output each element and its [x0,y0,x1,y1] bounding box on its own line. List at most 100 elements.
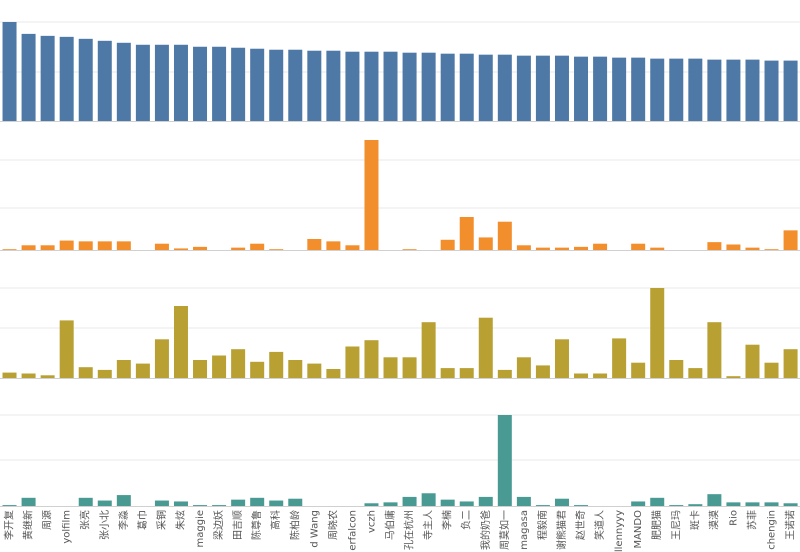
bar-series-4-11[interactable] [212,505,227,506]
bar-series-4-13[interactable] [250,497,265,506]
bar-series-4-30[interactable] [574,505,589,506]
bar-series-1-2[interactable] [40,35,55,121]
bar-series-3-3[interactable] [59,320,74,378]
bar-series-4-0[interactable] [2,505,17,506]
bar-series-1-24[interactable] [459,53,474,121]
bar-series-1-20[interactable] [383,51,398,122]
bar-series-1-9[interactable] [173,44,188,121]
bar-series-2-40[interactable] [764,249,779,250]
bar-series-4-27[interactable] [516,496,531,506]
bar-series-4-4[interactable] [78,497,93,506]
bar-series-2-21[interactable] [402,249,417,250]
bar-series-1-31[interactable] [593,56,608,121]
bar-series-3-28[interactable] [535,365,550,378]
bar-series-1-4[interactable] [78,38,93,121]
bar-series-2-39[interactable] [745,247,760,250]
bar-series-2-6[interactable] [116,241,131,250]
bar-series-1-10[interactable] [193,46,208,121]
bar-series-3-23[interactable] [440,368,455,378]
bar-series-2-18[interactable] [345,245,360,250]
bar-series-3-2[interactable] [40,375,55,378]
bar-series-3-25[interactable] [478,317,493,378]
bar-series-2-16[interactable] [307,239,322,250]
bar-series-1-27[interactable] [516,55,531,121]
bar-series-4-9[interactable] [173,501,188,506]
bar-series-1-33[interactable] [631,57,646,121]
bar-series-4-19[interactable] [364,503,379,506]
bar-series-3-37[interactable] [707,322,722,378]
bar-series-3-17[interactable] [326,369,341,378]
bar-series-1-1[interactable] [21,33,36,121]
bar-series-2-31[interactable] [593,243,608,250]
bar-series-4-29[interactable] [554,498,569,506]
bar-series-4-36[interactable] [688,504,703,506]
bar-series-4-33[interactable] [631,501,646,506]
bar-series-1-35[interactable] [669,58,684,121]
bar-series-3-19[interactable] [364,340,379,378]
bar-series-2-13[interactable] [250,243,265,250]
bar-series-3-39[interactable] [745,344,760,378]
bar-series-2-4[interactable] [78,241,93,250]
bar-series-4-8[interactable] [154,500,169,506]
bar-series-1-23[interactable] [440,53,455,121]
bar-series-4-14[interactable] [269,500,284,506]
bar-series-2-28[interactable] [535,247,550,250]
bar-series-1-21[interactable] [402,52,417,121]
bar-series-1-32[interactable] [612,57,627,121]
bar-series-3-27[interactable] [516,357,531,378]
bar-series-3-31[interactable] [593,373,608,379]
bar-series-3-26[interactable] [497,369,512,378]
bar-series-4-12[interactable] [231,499,246,506]
bar-series-2-29[interactable] [554,247,569,250]
bar-series-4-35[interactable] [669,505,684,506]
bar-series-1-6[interactable] [116,42,131,121]
bar-series-1-38[interactable] [726,59,741,121]
bar-series-1-12[interactable] [231,47,246,121]
bar-series-4-23[interactable] [440,499,455,506]
bar-series-2-10[interactable] [193,246,208,250]
bar-series-1-13[interactable] [250,48,265,122]
bar-series-2-33[interactable] [631,243,646,250]
bar-series-1-0[interactable] [2,22,17,121]
bar-series-3-33[interactable] [631,362,646,378]
bar-series-3-21[interactable] [402,357,417,378]
bar-series-2-1[interactable] [21,245,36,250]
bar-series-2-3[interactable] [59,240,74,250]
bar-series-2-34[interactable] [650,247,665,250]
bar-series-4-20[interactable] [383,502,398,506]
bar-series-1-40[interactable] [764,60,779,121]
bar-series-4-26[interactable] [497,415,512,506]
bar-series-3-14[interactable] [269,351,284,378]
bar-series-2-25[interactable] [478,237,493,250]
bar-series-2-26[interactable] [497,221,512,250]
bar-series-3-41[interactable] [783,349,798,378]
bar-series-3-32[interactable] [612,338,627,378]
bar-series-3-15[interactable] [288,360,303,378]
bar-series-2-27[interactable] [516,245,531,250]
bar-series-2-41[interactable] [783,230,798,250]
bar-series-1-39[interactable] [745,59,760,121]
bar-series-3-4[interactable] [78,367,93,378]
bar-series-4-24[interactable] [459,501,474,506]
bar-series-4-37[interactable] [707,494,722,506]
bar-series-1-15[interactable] [288,49,303,121]
bar-series-3-10[interactable] [193,360,208,378]
bar-series-2-37[interactable] [707,242,722,250]
bar-series-2-5[interactable] [97,241,112,250]
bar-series-1-36[interactable] [688,58,703,121]
bar-series-2-17[interactable] [326,241,341,250]
bar-series-1-29[interactable] [554,55,569,121]
bar-series-2-19[interactable] [364,140,379,250]
bar-series-4-6[interactable] [116,495,131,506]
bar-series-2-30[interactable] [574,246,589,250]
bar-series-1-30[interactable] [574,56,589,121]
bar-series-4-40[interactable] [764,502,779,506]
bar-series-1-26[interactable] [497,54,512,121]
bar-series-3-38[interactable] [726,376,741,378]
bar-series-3-24[interactable] [459,368,474,378]
bar-series-3-11[interactable] [212,355,227,379]
bar-series-1-3[interactable] [59,36,74,121]
bar-series-2-9[interactable] [173,248,188,250]
bar-series-2-23[interactable] [440,239,455,250]
bar-series-1-8[interactable] [154,44,169,121]
